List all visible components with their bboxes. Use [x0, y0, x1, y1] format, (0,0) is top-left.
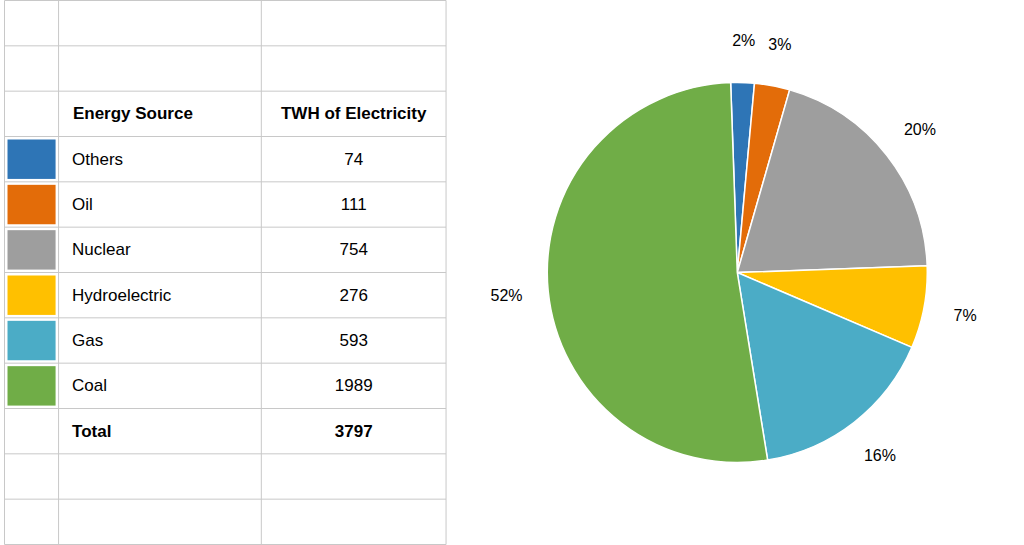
- column-header: TWH of Electricity: [281, 104, 427, 123]
- table-row-line: [5, 91, 447, 92]
- table-column-line: [4, 1, 5, 545]
- table-row-line: [5, 272, 447, 273]
- data-label: 52%: [491, 287, 523, 304]
- color-swatch: [8, 276, 56, 315]
- table-row-line: [5, 317, 447, 318]
- data-labels: 2% 3% 20% 7% 16% 52%: [491, 32, 977, 463]
- table-row-line: [5, 408, 447, 409]
- color-swatch: [8, 321, 56, 360]
- table-column-line: [58, 1, 59, 545]
- table-row-line: [5, 0, 447, 1]
- row-label: Oil: [72, 195, 93, 214]
- table-row-line: [5, 45, 447, 46]
- data-label: 2%: [732, 32, 755, 49]
- row-value: 276: [340, 286, 368, 305]
- row-value: 74: [344, 150, 363, 169]
- pie: 2% 3% 20% 7% 16% 52%: [491, 32, 977, 463]
- color-swatch: [8, 366, 56, 405]
- total-value: 3797: [335, 422, 373, 441]
- row-value: 754: [340, 240, 368, 259]
- figure: Energy Source TWH of Electricity Others 74 O…: [0, 0, 1024, 545]
- pie-slice: [547, 83, 767, 463]
- row-label: Hydroelectric: [72, 286, 172, 305]
- table-row-line: [5, 499, 447, 500]
- color-swatch: [8, 185, 56, 224]
- table-row-line: [5, 136, 447, 137]
- row-value: 1989: [335, 376, 373, 395]
- table-row-line: [5, 453, 447, 454]
- column-header: Energy Source: [73, 104, 193, 123]
- row-value: 111: [341, 195, 367, 214]
- slices: [547, 83, 927, 463]
- table: Energy Source TWH of Electricity Others 74 O…: [5, 1, 447, 545]
- table-column-line: [261, 1, 262, 545]
- color-swatch: [8, 140, 56, 179]
- table-row-line: [5, 181, 447, 182]
- total-label: Total: [72, 422, 111, 441]
- pie-slice: [737, 90, 927, 273]
- table-column-line: [446, 1, 447, 545]
- table-row-line: [5, 544, 447, 545]
- row-label: Nuclear: [72, 240, 131, 259]
- table-grid: [5, 1, 447, 545]
- table-row-line: [5, 363, 447, 364]
- row-value: 593: [340, 331, 368, 350]
- data-label: 3%: [768, 36, 791, 53]
- row-label: Others: [72, 150, 123, 169]
- color-swatch: [8, 230, 56, 269]
- data-label: 20%: [904, 121, 936, 138]
- row-label: Gas: [72, 331, 103, 350]
- data-label: 7%: [954, 307, 977, 324]
- data-label: 16%: [864, 447, 896, 464]
- table-row-line: [5, 227, 447, 228]
- row-label: Coal: [72, 376, 107, 395]
